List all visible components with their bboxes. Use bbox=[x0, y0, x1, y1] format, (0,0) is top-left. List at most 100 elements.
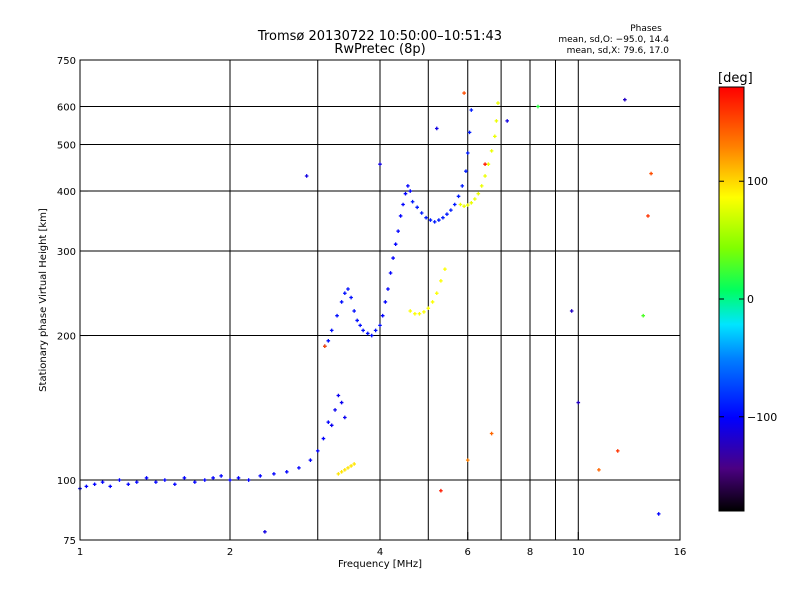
data-point bbox=[339, 400, 344, 405]
data-point bbox=[465, 458, 470, 462]
data-point bbox=[424, 215, 428, 220]
data-point bbox=[467, 130, 472, 135]
data-point bbox=[336, 393, 341, 398]
data-point bbox=[308, 458, 313, 462]
colorbar-ticks: 100 0 −100 bbox=[719, 175, 777, 424]
data-point bbox=[422, 310, 426, 314]
y-axis-label: Stationary phase Virtual Height [km] bbox=[38, 208, 49, 392]
data-point bbox=[439, 488, 443, 493]
data-point bbox=[536, 104, 540, 109]
data-point bbox=[352, 462, 356, 466]
data-point bbox=[413, 311, 417, 316]
data-point bbox=[297, 466, 301, 470]
x-axis-label: Frequency [MHz] bbox=[338, 559, 422, 570]
data-point bbox=[346, 466, 350, 470]
data-point bbox=[415, 205, 419, 210]
grid-lines bbox=[80, 60, 680, 540]
data-point bbox=[272, 472, 276, 476]
stats-x-mode: mean, sd,X: 79.6, 17.0 bbox=[567, 46, 670, 56]
data-point bbox=[597, 468, 601, 472]
data-point bbox=[398, 214, 403, 218]
data-point bbox=[641, 313, 646, 318]
data-point bbox=[649, 171, 653, 176]
data-point bbox=[406, 184, 410, 188]
data-point bbox=[246, 478, 251, 482]
colorbar-tick-label: 0 bbox=[747, 293, 754, 306]
x-tick-label: 10 bbox=[572, 547, 585, 558]
data-point bbox=[460, 184, 465, 188]
data-point bbox=[228, 478, 232, 482]
colorbar-tick-label: −100 bbox=[747, 411, 777, 424]
data-point bbox=[456, 194, 461, 199]
data-point bbox=[479, 184, 484, 188]
data-point bbox=[343, 415, 347, 420]
data-point bbox=[434, 126, 439, 131]
data-point bbox=[343, 291, 347, 296]
data-point bbox=[489, 149, 494, 153]
data-point bbox=[417, 311, 422, 316]
data-point bbox=[236, 476, 241, 480]
data-point bbox=[483, 162, 487, 166]
data-point bbox=[465, 203, 470, 207]
data-point bbox=[432, 220, 437, 224]
data-point bbox=[154, 480, 158, 484]
data-point bbox=[483, 174, 487, 178]
data-point bbox=[263, 530, 267, 534]
y-tick-label: 75 bbox=[63, 536, 76, 547]
data-point bbox=[321, 436, 326, 441]
data-point bbox=[134, 480, 139, 484]
data-point bbox=[373, 328, 378, 333]
stats-heading: Phases bbox=[630, 24, 662, 34]
data-point bbox=[369, 333, 374, 338]
data-point bbox=[315, 449, 320, 453]
data-point bbox=[100, 480, 105, 484]
chart-subtitle: RwPretec (8p) bbox=[334, 42, 425, 57]
data-point bbox=[335, 313, 339, 318]
data-point bbox=[430, 300, 435, 304]
data-point bbox=[486, 162, 491, 166]
x-tick-label: 1 bbox=[77, 547, 83, 558]
y-tick-label: 500 bbox=[57, 141, 76, 152]
data-point bbox=[219, 474, 223, 478]
data-point bbox=[304, 174, 309, 178]
data-point bbox=[434, 291, 439, 296]
data-point bbox=[493, 134, 497, 139]
data-point bbox=[343, 468, 347, 472]
data-point bbox=[462, 91, 466, 95]
data-point bbox=[443, 267, 447, 271]
data-point bbox=[476, 191, 481, 196]
data-point bbox=[426, 306, 431, 311]
data-point bbox=[408, 189, 413, 193]
data-point bbox=[284, 470, 289, 474]
data-point bbox=[380, 313, 385, 318]
x-tick-label: 4 bbox=[377, 547, 383, 558]
data-point bbox=[339, 300, 344, 304]
data-point bbox=[352, 309, 356, 313]
data-point bbox=[496, 101, 500, 105]
data-point bbox=[339, 470, 344, 474]
data-point bbox=[349, 295, 353, 300]
colorbar-unit: [deg] bbox=[718, 71, 753, 86]
data-point bbox=[419, 211, 424, 215]
data-point bbox=[361, 328, 365, 333]
data-point bbox=[458, 202, 463, 207]
data-point bbox=[92, 482, 97, 487]
data-point bbox=[462, 204, 466, 208]
axis-ticks: 1 2 4 6 8 10 16 75 100 200 300 400 500 600 750 bbox=[57, 56, 686, 558]
data-point bbox=[393, 242, 398, 246]
data-points bbox=[78, 91, 661, 534]
data-point bbox=[211, 476, 215, 480]
data-point bbox=[464, 169, 468, 173]
data-point bbox=[108, 484, 113, 489]
data-point bbox=[323, 344, 327, 349]
data-point bbox=[84, 484, 89, 489]
data-point bbox=[408, 309, 413, 313]
data-point bbox=[494, 119, 499, 123]
data-point bbox=[401, 202, 405, 207]
data-point bbox=[333, 408, 337, 412]
data-point bbox=[386, 287, 390, 291]
data-point bbox=[163, 478, 167, 482]
data-point bbox=[358, 323, 362, 328]
x-tick-label: 2 bbox=[227, 547, 233, 558]
data-point bbox=[117, 478, 122, 482]
